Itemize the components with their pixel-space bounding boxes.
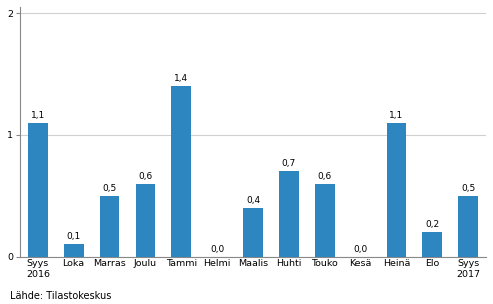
Text: 0,1: 0,1 [67, 233, 81, 241]
Text: 1,1: 1,1 [389, 111, 404, 119]
Bar [28, 123, 48, 257]
Bar [315, 184, 335, 257]
Text: 1,4: 1,4 [174, 74, 188, 83]
Text: 1,1: 1,1 [31, 111, 45, 119]
Bar [458, 196, 478, 257]
Text: 0,0: 0,0 [210, 245, 224, 254]
Text: Lähde: Tilastokeskus: Lähde: Tilastokeskus [10, 291, 111, 301]
Text: 0,5: 0,5 [461, 184, 475, 193]
Text: 0,7: 0,7 [282, 159, 296, 168]
Bar [243, 208, 263, 257]
Text: 0,5: 0,5 [103, 184, 117, 193]
Bar [387, 123, 406, 257]
Text: 0,4: 0,4 [246, 196, 260, 205]
Bar [279, 171, 299, 257]
Text: 0,0: 0,0 [353, 245, 368, 254]
Text: 0,6: 0,6 [317, 171, 332, 181]
Bar [64, 244, 83, 257]
Text: 0,6: 0,6 [138, 171, 152, 181]
Bar [136, 184, 155, 257]
Bar [172, 86, 191, 257]
Bar [423, 232, 442, 257]
Text: 0,2: 0,2 [425, 220, 439, 229]
Bar [100, 196, 119, 257]
